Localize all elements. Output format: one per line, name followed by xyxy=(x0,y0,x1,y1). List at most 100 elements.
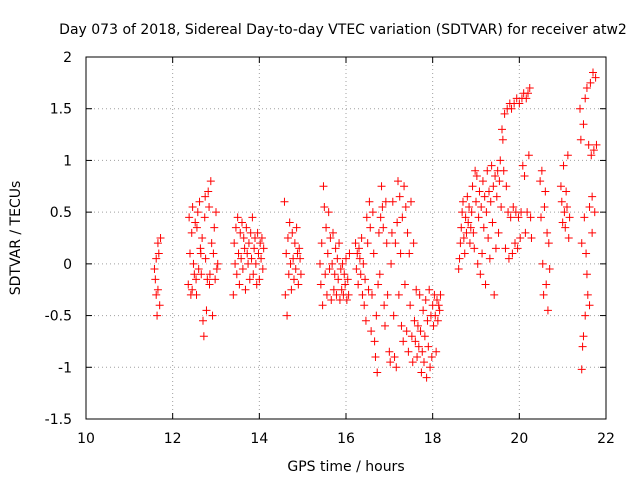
data-point xyxy=(544,239,553,248)
data-point xyxy=(467,208,476,217)
data-point xyxy=(201,192,210,201)
data-point xyxy=(541,187,550,196)
data-point xyxy=(462,228,471,237)
data-point xyxy=(292,223,301,232)
data-point xyxy=(244,239,253,248)
data-point xyxy=(490,290,499,299)
data-point xyxy=(329,285,338,294)
data-point xyxy=(413,321,422,330)
data-point xyxy=(506,213,515,222)
data-point xyxy=(324,208,333,217)
data-point xyxy=(256,239,265,248)
data-point xyxy=(423,316,432,325)
data-point xyxy=(518,161,527,170)
data-point xyxy=(588,228,597,237)
data-point xyxy=(293,249,302,258)
data-point xyxy=(522,94,531,103)
data-point xyxy=(322,290,331,299)
data-point xyxy=(590,208,599,217)
data-point xyxy=(370,337,379,346)
data-point xyxy=(330,270,339,279)
x-tick-label: 20 xyxy=(510,431,528,447)
y-tick-label: 2 xyxy=(63,50,72,66)
x-tick-label: 10 xyxy=(77,431,95,447)
data-point xyxy=(372,311,381,320)
data-point xyxy=(485,254,494,263)
data-point xyxy=(581,94,590,103)
axis-ticks xyxy=(85,56,607,420)
data-point xyxy=(433,316,442,325)
data-point xyxy=(338,259,347,268)
data-point xyxy=(588,192,597,201)
data-point xyxy=(288,228,297,237)
data-point xyxy=(155,301,164,310)
data-point xyxy=(206,177,215,186)
data-point xyxy=(491,244,500,253)
data-point xyxy=(391,239,400,248)
data-point xyxy=(282,249,291,258)
data-point xyxy=(368,208,377,217)
data-point xyxy=(246,228,255,237)
data-point xyxy=(192,290,201,299)
data-point xyxy=(470,244,479,253)
data-point xyxy=(153,239,162,248)
data-point xyxy=(326,234,335,242)
data-point xyxy=(500,109,509,118)
data-point xyxy=(433,296,441,305)
data-point xyxy=(316,259,324,268)
data-point xyxy=(390,352,399,361)
data-point xyxy=(401,202,410,211)
data-point xyxy=(355,254,364,263)
data-point xyxy=(388,197,397,206)
data-point xyxy=(592,140,601,149)
data-point xyxy=(363,239,372,248)
data-point xyxy=(495,177,504,186)
data-point xyxy=(379,223,388,232)
data-point xyxy=(237,254,246,263)
y-tick-label: -0.5 xyxy=(45,309,72,325)
data-point xyxy=(196,249,205,258)
data-point xyxy=(491,171,500,180)
data-point xyxy=(335,296,344,305)
y-axis-label: SDTVAR / TECUs xyxy=(8,181,24,296)
data-point xyxy=(317,239,326,248)
data-point xyxy=(352,265,361,274)
data-point xyxy=(521,228,530,237)
data-point xyxy=(486,197,495,206)
data-point xyxy=(257,254,266,263)
data-point xyxy=(404,347,413,356)
data-point xyxy=(371,352,380,361)
data-point xyxy=(424,342,433,351)
data-point xyxy=(189,259,198,268)
data-point xyxy=(283,234,292,242)
data-point xyxy=(421,296,430,305)
data-point xyxy=(474,213,483,222)
data-point xyxy=(516,234,525,242)
data-point xyxy=(230,239,239,248)
data-point xyxy=(198,234,207,242)
data-point xyxy=(463,192,472,201)
y-tick-labels: -1.5 -1 -0.5 0 0.5 1 1.5 2 xyxy=(45,50,72,428)
data-point xyxy=(243,249,252,258)
data-point xyxy=(513,244,522,253)
data-point xyxy=(536,177,545,186)
data-point xyxy=(250,244,259,253)
data-point xyxy=(153,311,162,320)
data-point xyxy=(190,270,199,279)
data-point xyxy=(151,275,160,284)
data-point xyxy=(377,182,386,191)
data-point xyxy=(482,208,491,217)
data-point xyxy=(383,290,392,299)
data-point xyxy=(249,270,258,279)
data-point xyxy=(581,311,590,320)
data-point xyxy=(472,171,481,180)
data-point xyxy=(468,182,477,191)
data-point xyxy=(211,275,220,284)
data-point xyxy=(360,301,369,310)
data-point xyxy=(414,342,423,351)
data-point xyxy=(321,270,330,279)
data-point xyxy=(245,275,254,284)
data-point xyxy=(583,290,592,299)
data-point xyxy=(492,192,501,201)
data-point xyxy=(337,285,346,294)
